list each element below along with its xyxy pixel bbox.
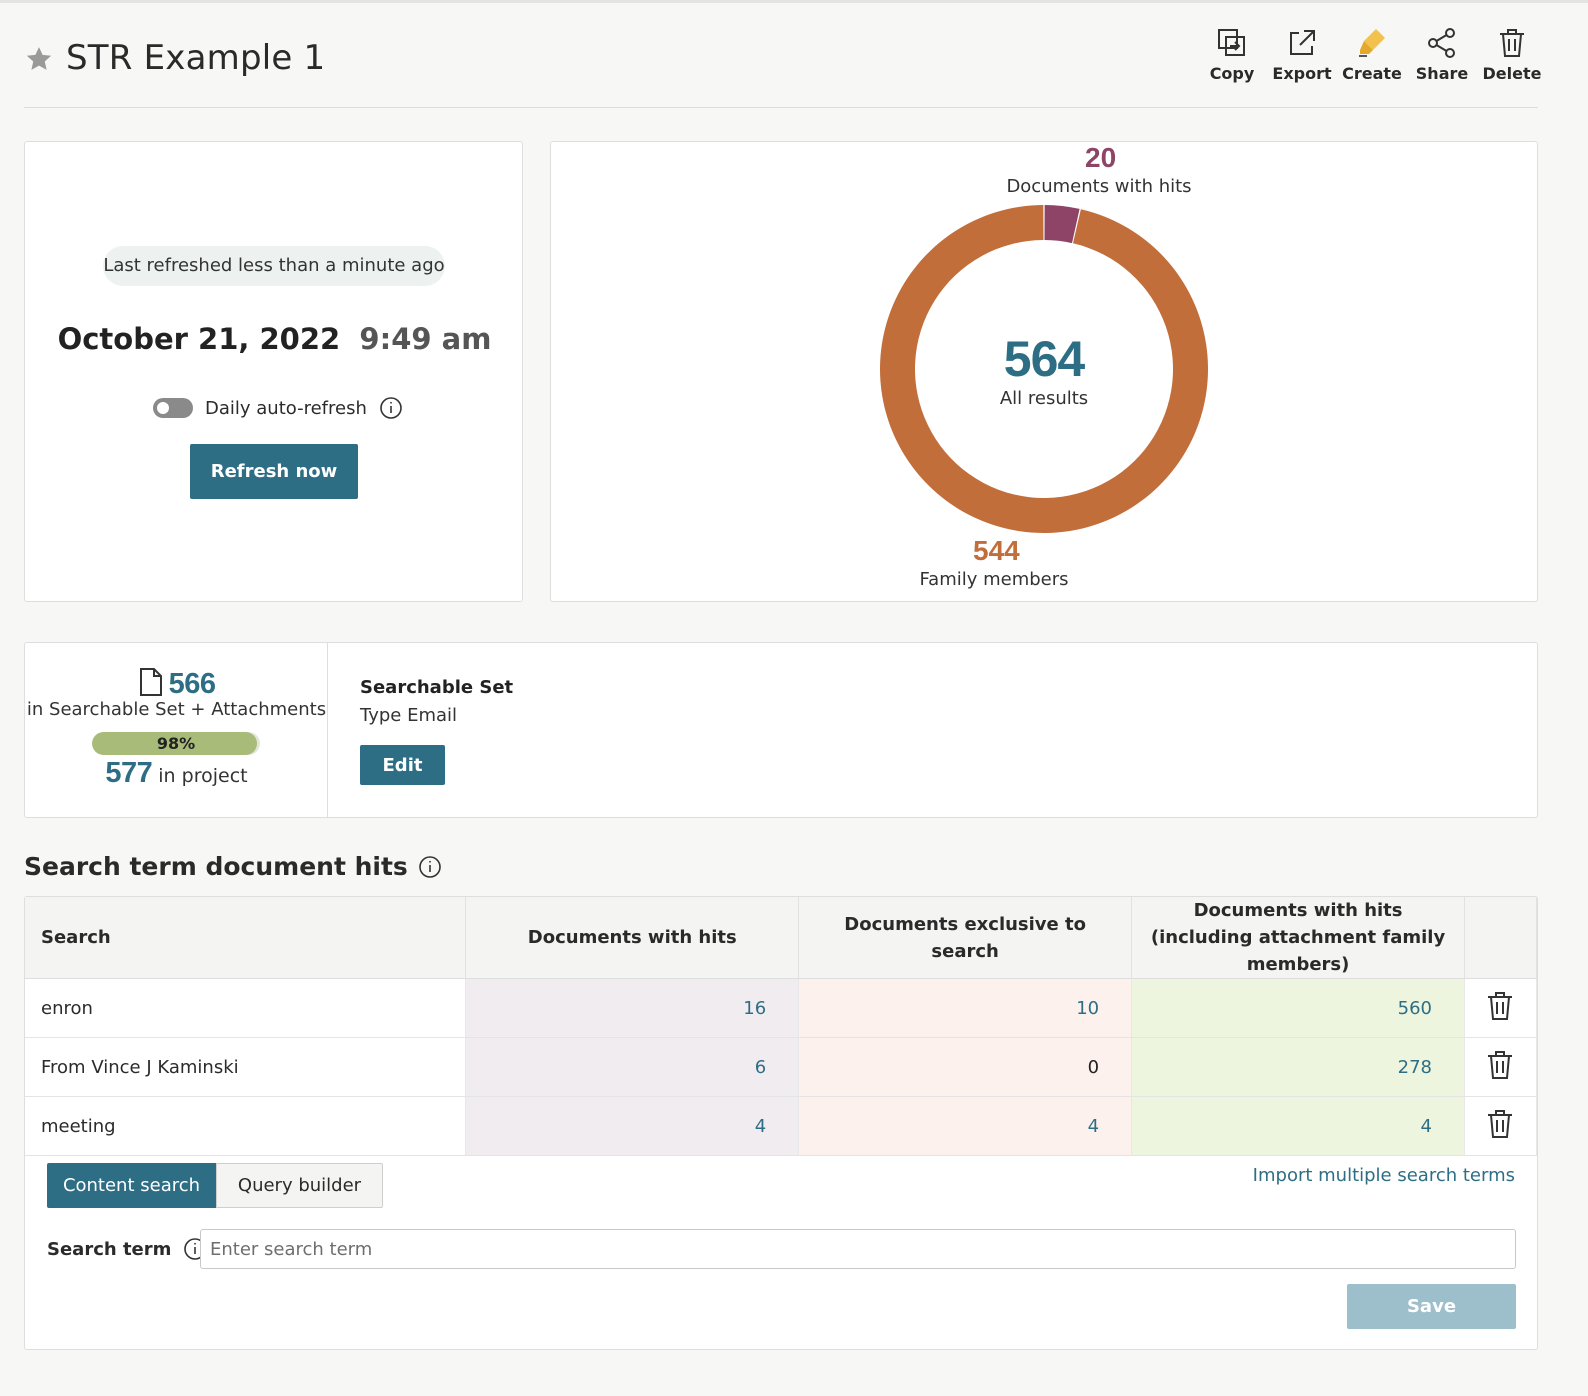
coverage-progress-fill	[92, 732, 257, 755]
exclusive-cell[interactable]: 4	[798, 1096, 1133, 1156]
family-cell[interactable]: 278	[1131, 1037, 1465, 1097]
column-header-family[interactable]: Documents with hits (including attachmen…	[1131, 897, 1465, 979]
row-delete-button[interactable]	[1464, 1037, 1538, 1097]
row-delete-button[interactable]	[1464, 1096, 1538, 1156]
column-header-search[interactable]: Search	[25, 897, 467, 979]
column-header-actions	[1464, 897, 1538, 979]
top-divider	[0, 0, 1588, 3]
last-refreshed-badge: Last refreshed less than a minute ago	[103, 246, 445, 286]
share-label: Share	[1415, 64, 1469, 83]
refresh-datetime: October 21, 2022 9:49 am	[25, 322, 524, 356]
share-icon	[1428, 28, 1455, 58]
hits-cell[interactable]: 6	[465, 1037, 800, 1097]
table-row: enron 16 10 560	[25, 978, 1538, 1038]
create-label: Create	[1342, 64, 1402, 83]
table-header-row: Search Documents with hits Documents exc…	[25, 897, 1538, 979]
refresh-date: October 21, 2022	[57, 322, 341, 356]
refresh-now-button[interactable]: Refresh now	[190, 444, 358, 499]
copy-label: Copy	[1209, 64, 1255, 83]
edit-button[interactable]: Edit	[360, 745, 445, 785]
family-count-label: 544	[973, 535, 1020, 566]
copy-icon	[1218, 29, 1245, 56]
search-terms-card: Search Documents with hits Documents exc…	[24, 896, 1538, 1350]
exclusive-cell: 0	[798, 1037, 1133, 1097]
auto-refresh-row: Daily auto-refresh	[153, 396, 403, 420]
delete-button[interactable]: Delete	[1483, 26, 1541, 83]
search-cell: enron	[25, 978, 467, 1038]
search-cell: meeting	[25, 1096, 467, 1156]
export-button[interactable]: Export	[1272, 26, 1332, 83]
hits-count-label: 20	[1085, 142, 1117, 173]
column-header-hits[interactable]: Documents with hits	[465, 897, 800, 979]
search-mode-tabs: Content search Query builder	[47, 1163, 383, 1208]
family-text-label: Family members	[919, 569, 1069, 590]
section-title: Search term document hits	[24, 852, 442, 881]
searchable-set-card: 566 in Searchable Set + Attachments 98% …	[24, 642, 1538, 818]
auto-refresh-toggle[interactable]	[153, 398, 193, 418]
delete-label: Delete	[1482, 64, 1542, 83]
favorite-star-icon[interactable]	[24, 44, 54, 74]
export-label: Export	[1272, 64, 1332, 83]
tab-query-builder[interactable]: Query builder	[216, 1163, 383, 1208]
searchable-set-title: Searchable Set	[360, 677, 514, 698]
row-delete-button[interactable]	[1464, 978, 1538, 1038]
tab-content-search[interactable]: Content search	[47, 1163, 216, 1208]
donut-chart	[880, 205, 1208, 533]
search-term-label: Search term	[47, 1238, 172, 1260]
search-cell: From Vince J Kaminski	[25, 1037, 467, 1097]
search-terms-table: Search Documents with hits Documents exc…	[25, 897, 1538, 1156]
project-label: in project	[158, 765, 248, 787]
hits-cell[interactable]: 16	[465, 978, 800, 1038]
total-count-label: 564	[1003, 331, 1085, 387]
page-title: STR Example 1	[66, 38, 326, 78]
export-icon	[1290, 30, 1315, 55]
trash-icon	[1488, 1109, 1513, 1138]
searchable-label: in Searchable Set + Attachments	[26, 699, 327, 720]
header-actions: Copy Export Create Share Delete	[1206, 26, 1541, 83]
document-stats: 566 in Searchable Set + Attachments 98% …	[25, 643, 328, 817]
trash-icon	[1500, 29, 1524, 57]
family-cell[interactable]: 4	[1131, 1096, 1465, 1156]
column-header-exclusive[interactable]: Documents exclusive to search	[798, 897, 1133, 979]
family-cell[interactable]: 560	[1131, 978, 1465, 1038]
auto-refresh-label: Daily auto-refresh	[205, 397, 367, 419]
hits-text-label: Documents with hits	[1006, 176, 1192, 197]
create-button[interactable]: Create	[1342, 26, 1402, 83]
info-icon[interactable]	[379, 396, 403, 420]
refresh-time: 9:49 am	[359, 322, 492, 356]
refresh-card: Last refreshed less than a minute ago Oc…	[24, 141, 523, 602]
hits-cell[interactable]: 4	[465, 1096, 800, 1156]
donut-slice-0[interactable]	[1044, 205, 1080, 244]
coverage-progress-bar: 98%	[92, 732, 260, 755]
section-title-text: Search term document hits	[24, 852, 408, 881]
table-row: From Vince J Kaminski 6 0 278	[25, 1037, 1538, 1097]
searchable-count-row: 566	[25, 667, 328, 701]
document-icon	[139, 668, 162, 696]
coverage-percent: 98%	[156, 734, 196, 753]
searchable-set-type: Type Email	[360, 705, 458, 726]
total-text-label: All results	[999, 388, 1089, 409]
copy-button[interactable]: Copy	[1206, 26, 1258, 83]
exclusive-cell[interactable]: 10	[798, 978, 1133, 1038]
searchable-count: 566	[168, 668, 216, 700]
trash-icon	[1488, 1050, 1513, 1079]
import-terms-link[interactable]: Import multiple search terms	[1252, 1165, 1515, 1186]
trash-icon	[1488, 991, 1513, 1020]
search-term-input[interactable]	[200, 1229, 1516, 1269]
info-icon[interactable]	[418, 855, 442, 879]
share-button[interactable]: Share	[1416, 26, 1468, 83]
page-header: STR Example 1 Copy Export Create Share	[24, 18, 1541, 108]
table-row: meeting 4 4 4	[25, 1096, 1538, 1156]
search-term-label-row: Search term	[47, 1237, 207, 1261]
project-count: 577	[105, 757, 153, 789]
highlighter-icon	[1359, 29, 1385, 57]
project-count-row: 577 in project	[25, 757, 328, 790]
results-chart-card: 20 Documents with hits 564 All results 5…	[550, 141, 1538, 602]
save-button[interactable]: Save	[1347, 1284, 1516, 1329]
